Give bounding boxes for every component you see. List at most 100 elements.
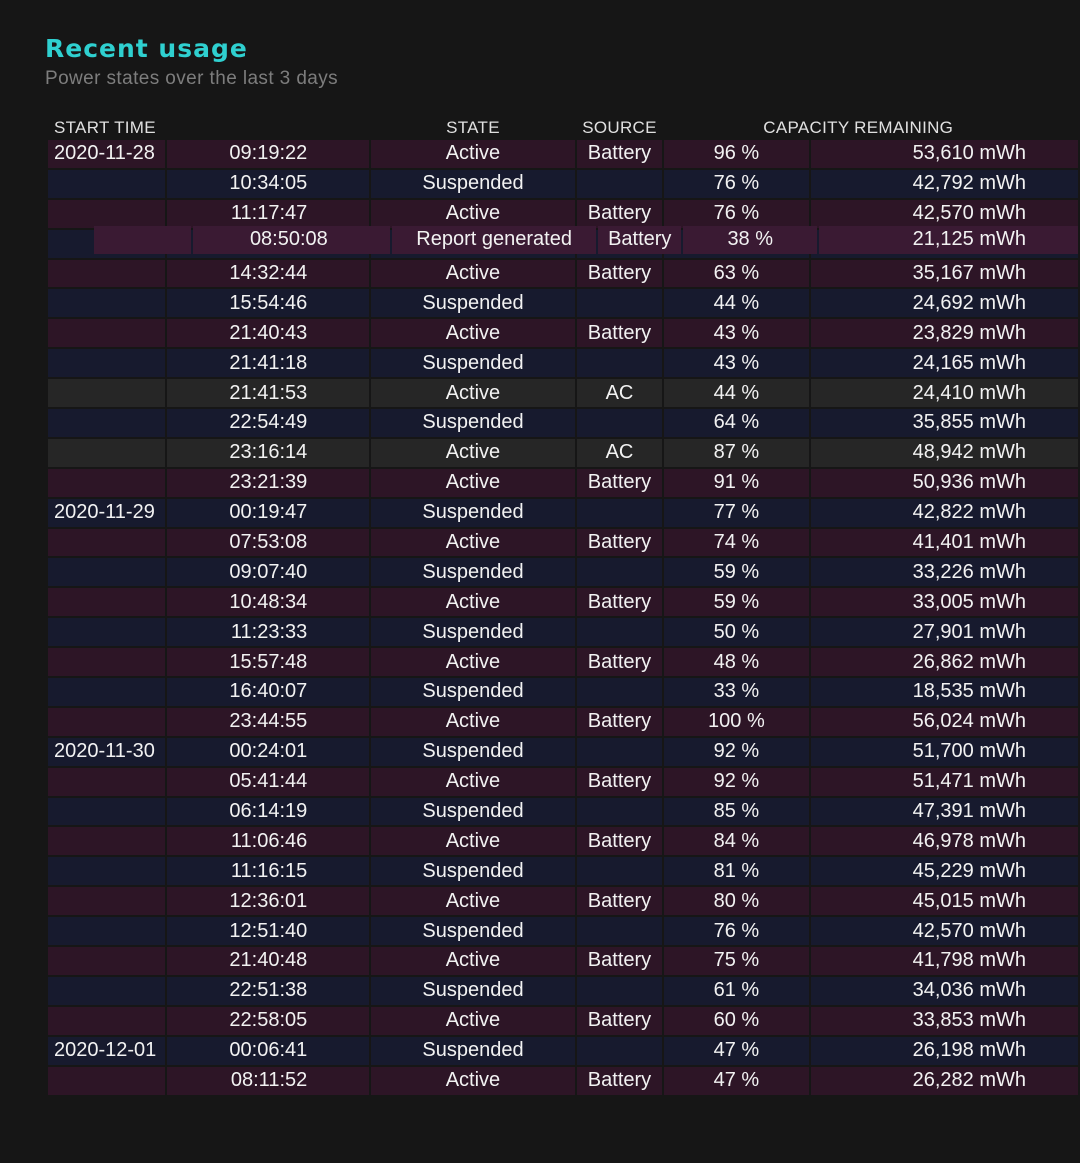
row-capacity-percent: 76 % xyxy=(664,169,809,198)
row-time: 22:54:49 xyxy=(166,409,370,437)
row-time: 09:19:22 xyxy=(166,140,370,168)
row-source xyxy=(576,409,663,437)
row-state: Active xyxy=(371,528,575,557)
table-row: 21:40:48 Active Battery 75 % 41,798 mWh xyxy=(48,947,1078,975)
row-date: 2020-11-28 xyxy=(48,140,165,168)
table-row: 21:41:18 Suspended 43 % 24,165 mWh xyxy=(48,349,1078,378)
row-date xyxy=(48,976,165,1005)
row-state: Suspended xyxy=(371,169,575,198)
row-time: 21:40:48 xyxy=(166,947,370,975)
row-state: Active xyxy=(371,648,575,677)
row-state: Suspended xyxy=(371,409,575,437)
row-capacity-mwh: 41,798 mWh xyxy=(810,947,1078,975)
row-date xyxy=(48,887,165,916)
row-date: 2020-11-30 xyxy=(48,737,165,766)
row-capacity-mwh: 35,855 mWh xyxy=(810,409,1078,437)
table-row: 21:40:43 Active Battery 43 % 23,829 mWh xyxy=(48,319,1078,348)
row-capacity-mwh: 26,198 mWh xyxy=(810,1036,1078,1065)
row-state: Active xyxy=(371,199,575,228)
table-row: 10:48:34 Active Battery 59 % 33,005 mWh xyxy=(48,588,1078,617)
column-start-time: START TIME xyxy=(54,118,156,137)
row-state: Active xyxy=(371,767,575,796)
row-source: Battery xyxy=(576,199,663,228)
row-date xyxy=(48,1066,165,1095)
row-time: 07:53:08 xyxy=(166,528,370,557)
row-time: 08:50:08 xyxy=(192,226,390,254)
row-capacity-mwh: 42,570 mWh xyxy=(810,917,1078,946)
row-time: 12:51:40 xyxy=(166,917,370,946)
row-source: Battery xyxy=(576,528,663,557)
page-title: Recent usage xyxy=(45,34,248,63)
page-subtitle: Power states over the last 3 days xyxy=(45,68,339,89)
row-capacity-mwh: 24,410 mWh xyxy=(810,379,1078,408)
row-date xyxy=(48,289,165,318)
row-state: Active xyxy=(371,887,575,916)
row-capacity-percent: 38 % xyxy=(683,226,818,254)
row-date xyxy=(48,259,165,288)
row-state: Report generated xyxy=(391,226,597,254)
row-time: 22:51:38 xyxy=(166,976,370,1005)
row-capacity-mwh: 26,282 mWh xyxy=(810,1066,1078,1095)
row-capacity-mwh: 35,167 mWh xyxy=(810,259,1078,288)
row-time: 21:41:53 xyxy=(166,379,370,408)
row-capacity-percent: 92 % xyxy=(664,767,809,796)
row-date xyxy=(48,528,165,557)
row-date xyxy=(94,226,191,254)
row-capacity-percent: 96 % xyxy=(664,140,809,168)
row-capacity-percent: 63 % xyxy=(664,259,809,288)
row-source: Battery xyxy=(576,1066,663,1095)
row-capacity-mwh: 27,901 mWh xyxy=(810,618,1078,647)
row-source: Battery xyxy=(576,588,663,617)
table-row: 2020-11-28 09:19:22 Active Battery 96 % 53,61… xyxy=(48,140,1078,168)
row-date xyxy=(48,558,165,587)
row-source: Battery xyxy=(576,1006,663,1035)
row-time: 14:32:44 xyxy=(166,259,370,288)
row-state: Active xyxy=(371,319,575,348)
row-state: Suspended xyxy=(371,678,575,706)
row-date xyxy=(48,917,165,946)
table-row: 11:17:47 Active Battery 76 % 42,570 mWh xyxy=(48,199,1078,228)
row-capacity-percent: 87 % xyxy=(664,438,809,467)
table-row: 08:11:52 Active Battery 47 % 26,282 mWh xyxy=(48,1066,1078,1095)
row-source: Battery xyxy=(576,767,663,796)
row-date xyxy=(48,618,165,647)
row-state: Suspended xyxy=(371,1036,575,1065)
row-state: Suspended xyxy=(371,797,575,826)
row-source: Battery xyxy=(576,947,663,975)
row-source xyxy=(576,558,663,587)
row-date xyxy=(48,409,165,437)
row-capacity-mwh: 21,125 mWh xyxy=(819,226,1078,254)
column-source: SOURCE xyxy=(582,118,657,137)
row-time: 08:11:52 xyxy=(166,1066,370,1095)
table-row: 22:51:38 Suspended 61 % 34,036 mWh xyxy=(48,976,1078,1005)
table-row: 22:58:05 Active Battery 60 % 33,853 mWh xyxy=(48,1006,1078,1035)
row-date xyxy=(48,588,165,617)
row-source: Battery xyxy=(576,648,663,677)
row-state: Active xyxy=(371,438,575,467)
table-row: 2020-12-01 00:06:41 Suspended 47 % 26,198 mW… xyxy=(48,1036,1078,1065)
row-capacity-mwh: 18,535 mWh xyxy=(810,678,1078,706)
row-time: 15:57:48 xyxy=(166,648,370,677)
row-capacity-mwh: 45,229 mWh xyxy=(810,857,1078,886)
row-capacity-mwh: 50,936 mWh xyxy=(810,468,1078,497)
row-capacity-percent: 48 % xyxy=(664,648,809,677)
row-time: 23:21:39 xyxy=(166,468,370,497)
row-time: 15:54:46 xyxy=(166,289,370,318)
row-source: Battery xyxy=(576,707,663,736)
table-row: 23:44:55 Active Battery 100 % 56,024 mWh xyxy=(48,707,1078,736)
table-row: 11:16:15 Suspended 81 % 45,229 mWh xyxy=(48,857,1078,886)
row-capacity-percent: 47 % xyxy=(664,1036,809,1065)
row-source: Battery xyxy=(576,319,663,348)
row-date: 2020-11-29 xyxy=(48,498,165,527)
table-row: 05:41:44 Active Battery 92 % 51,471 mWh xyxy=(48,767,1078,796)
row-state: Suspended xyxy=(371,289,575,318)
row-capacity-mwh: 33,226 mWh xyxy=(810,558,1078,587)
row-capacity-percent: 59 % xyxy=(664,558,809,587)
row-capacity-mwh: 24,165 mWh xyxy=(810,349,1078,378)
row-capacity-mwh: 42,570 mWh xyxy=(810,199,1078,228)
row-date xyxy=(48,468,165,497)
table-row: 15:57:48 Active Battery 48 % 26,862 mWh xyxy=(48,648,1078,677)
row-capacity-mwh: 23,829 mWh xyxy=(810,319,1078,348)
row-capacity-percent: 33 % xyxy=(664,678,809,706)
row-capacity-mwh: 47,391 mWh xyxy=(810,797,1078,826)
